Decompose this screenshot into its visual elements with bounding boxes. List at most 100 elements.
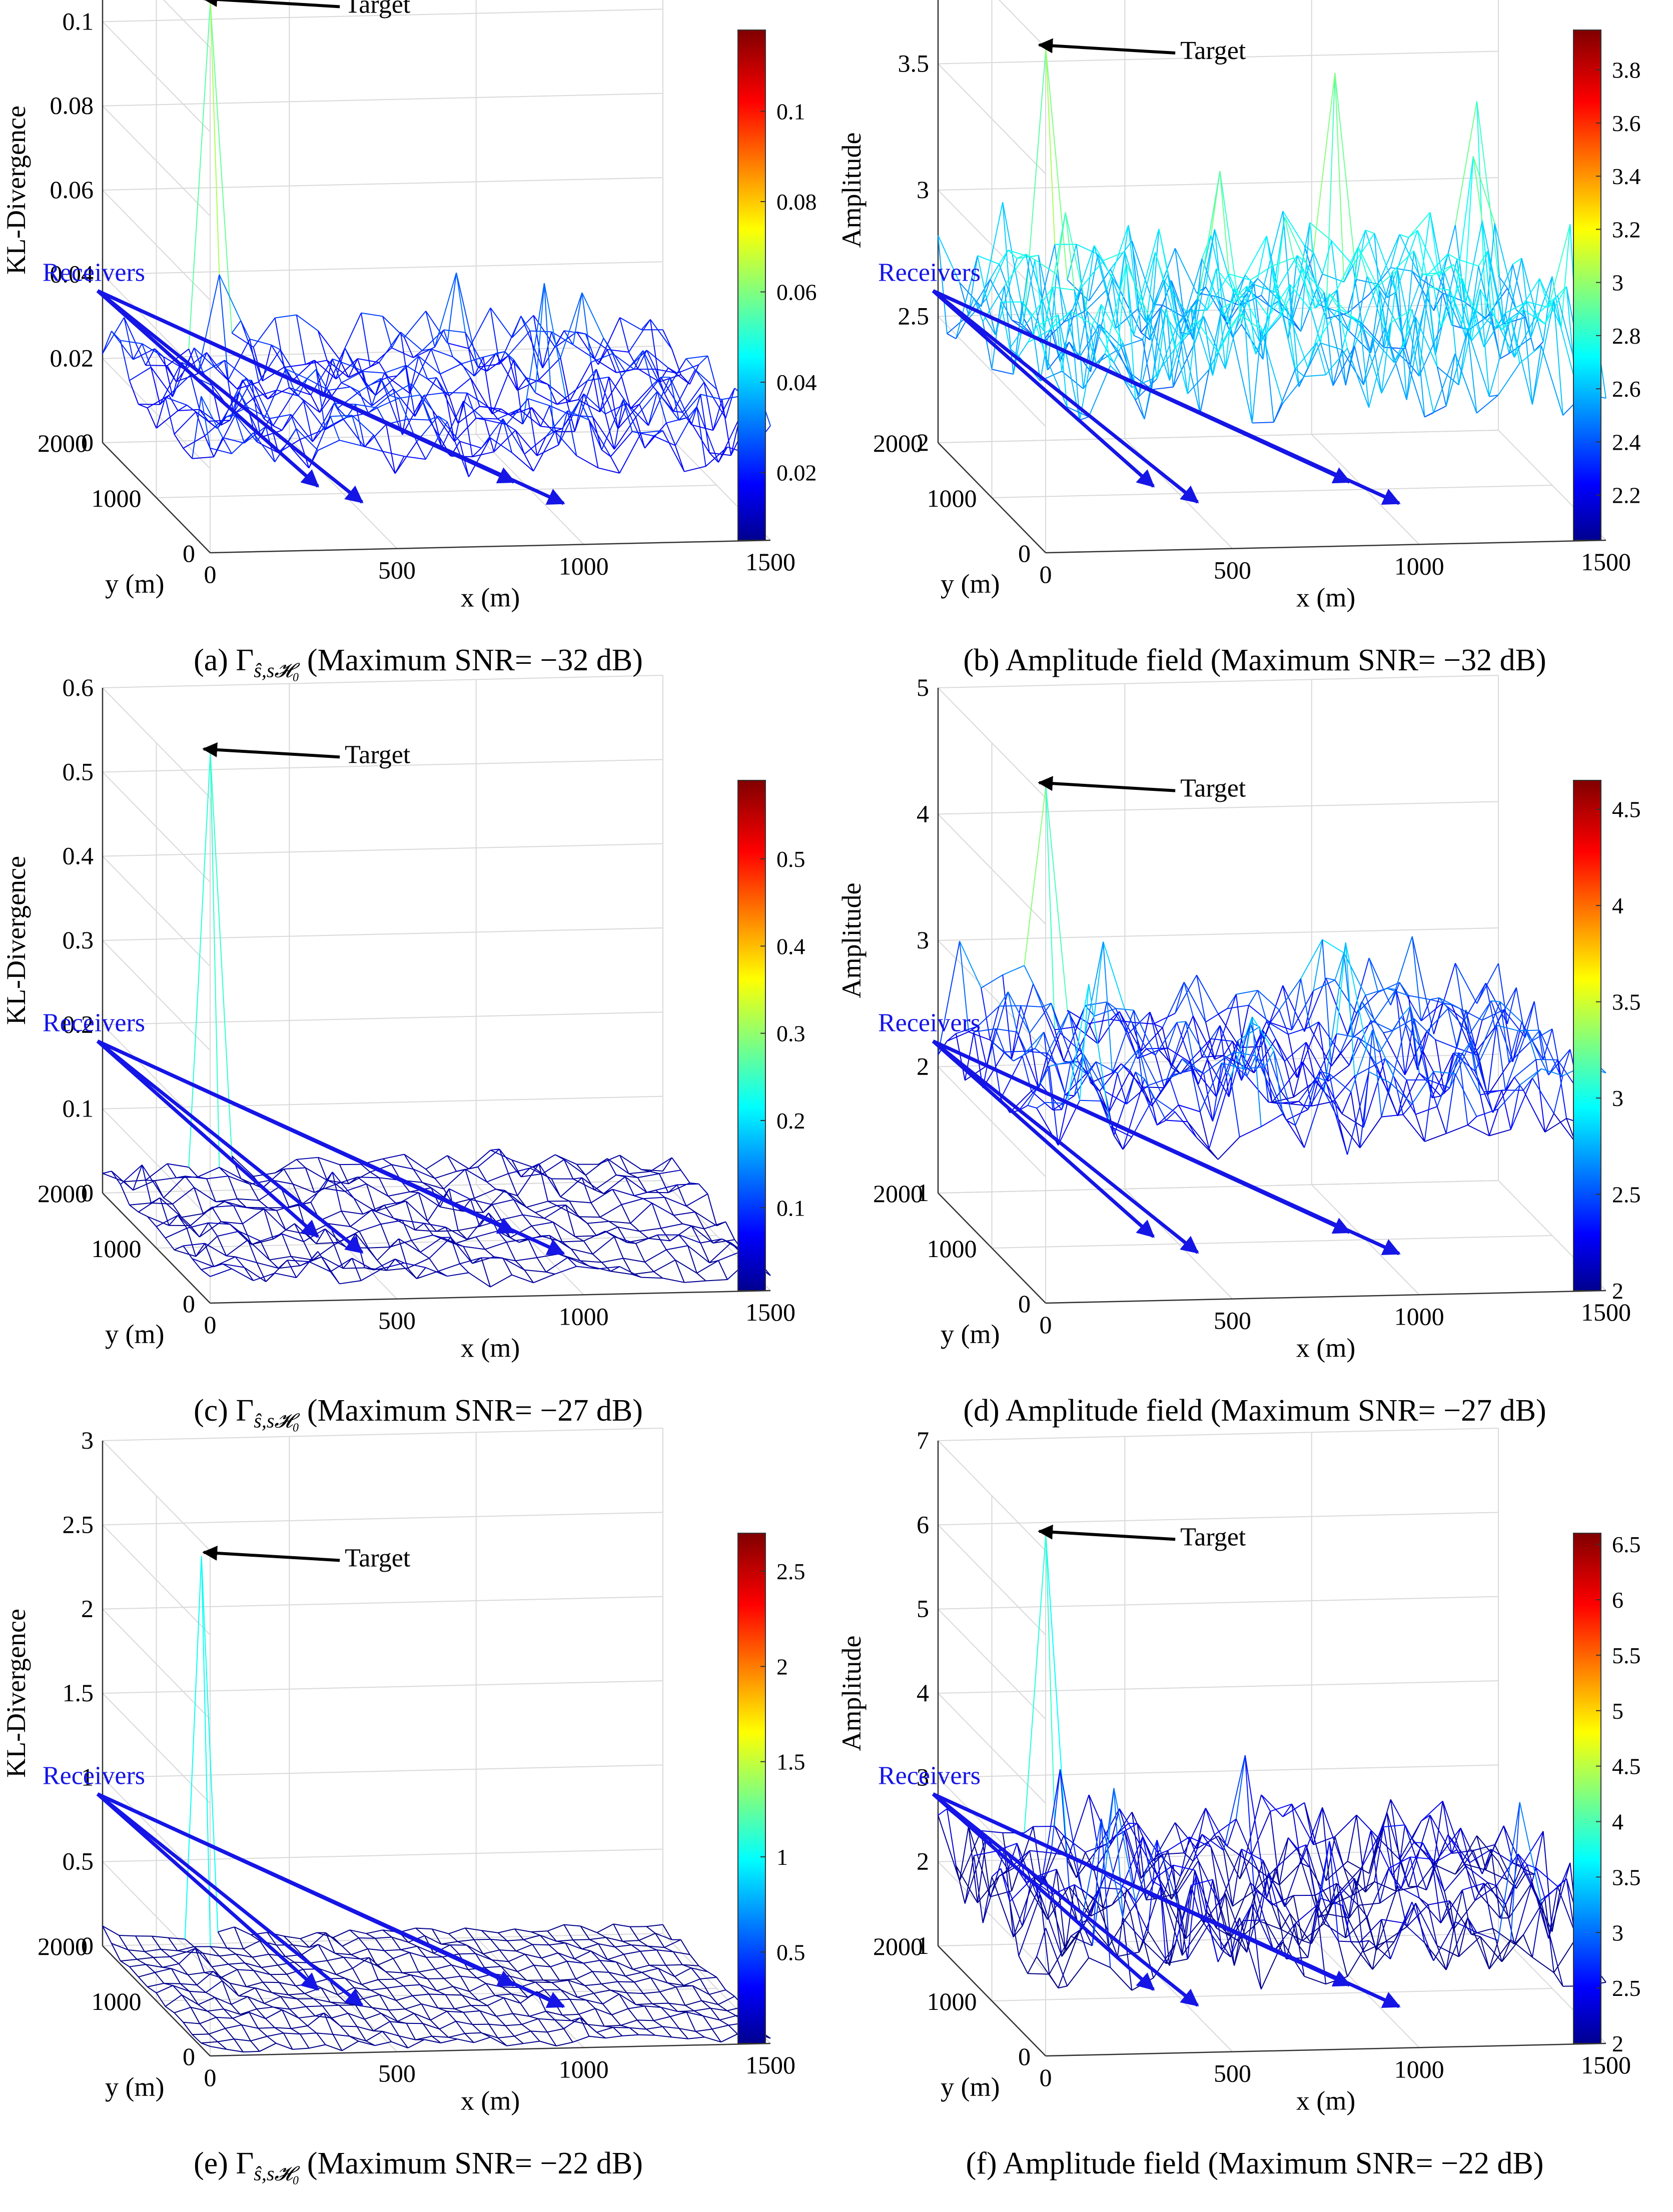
mesh-edge <box>1270 1009 1280 1023</box>
mesh-edge <box>707 356 717 390</box>
mesh-edge <box>361 1984 371 1991</box>
mesh-edge <box>235 415 245 444</box>
mesh-edge <box>538 2018 555 2020</box>
mesh-edge <box>1544 300 1554 324</box>
mesh-edge <box>977 255 1000 265</box>
z-tick-label: 6 <box>917 1510 929 1538</box>
mesh-edge <box>581 292 592 363</box>
mesh-edge <box>596 1932 606 1938</box>
mesh-edge <box>287 1260 309 1263</box>
mesh-edge <box>568 1980 578 1998</box>
mesh-edge <box>1374 233 1397 293</box>
mesh-edge <box>619 432 642 474</box>
mesh-edge <box>593 1989 611 1994</box>
mesh-edge <box>1295 1076 1317 1126</box>
mesh-edge <box>1460 1008 1470 1034</box>
mesh-edge <box>1397 270 1407 400</box>
mesh-edge <box>1318 1890 1341 1918</box>
mesh-edge <box>424 1223 446 1228</box>
mesh-edge <box>995 1028 1005 1052</box>
mesh-edge <box>396 1995 413 2001</box>
mesh-edge <box>1352 1020 1375 1038</box>
mesh-edge <box>1092 1788 1115 1946</box>
mesh-edge <box>1381 1082 1391 1118</box>
mesh-edge <box>321 1987 338 1995</box>
mesh-edge <box>547 2031 557 2046</box>
mesh-edge <box>1192 1834 1203 1862</box>
mesh-edge <box>219 274 242 321</box>
mesh-edge <box>622 1940 632 1946</box>
x-tick-label: 1000 <box>1394 552 1444 580</box>
mesh-edge <box>1270 1803 1292 1812</box>
mesh-edge <box>484 420 495 452</box>
mesh-edge <box>1305 1042 1328 1082</box>
mesh-edge <box>595 369 606 414</box>
mesh-edge <box>327 360 349 378</box>
mesh-edge <box>120 1960 130 1967</box>
mesh-edge <box>1523 309 1545 325</box>
grid <box>102 1428 771 2056</box>
mesh-edge <box>475 1953 492 1961</box>
mesh-edge <box>1332 349 1343 386</box>
mesh-edge <box>1262 266 1273 360</box>
mesh-edge <box>599 376 622 413</box>
mesh-edge <box>238 1231 249 1241</box>
mesh-edge <box>1381 1919 1403 1924</box>
mesh-edge <box>1045 1535 1056 1826</box>
mesh-edge <box>458 1226 480 1231</box>
mesh-edge <box>1460 1827 1483 1874</box>
mesh-edge <box>653 1259 676 1273</box>
mesh-edge <box>1332 346 1355 386</box>
mesh-edge <box>1042 1852 1052 1885</box>
mesh-edge <box>540 1934 557 1942</box>
mesh-edge <box>1210 1025 1221 1039</box>
mesh-edge <box>1429 1815 1452 1854</box>
mesh-edge <box>1070 1061 1081 1100</box>
mesh-edge <box>368 395 390 414</box>
mesh-edge <box>1300 939 1323 979</box>
colorbar-tick-label: 4.5 <box>1612 797 1641 822</box>
mesh-edge <box>1494 223 1504 324</box>
mesh-edge <box>657 1235 667 1250</box>
mesh-edge <box>512 2013 522 2025</box>
mesh-edge <box>1523 1077 1533 1091</box>
mesh-edge <box>1462 1053 1484 1092</box>
mesh-edge <box>1361 323 1371 353</box>
mesh-edge <box>643 1197 665 1200</box>
mesh-edge <box>1417 1031 1427 1070</box>
mesh-edge <box>595 2008 612 2015</box>
mesh-edge <box>1027 1104 1037 1109</box>
mesh-edge <box>1273 369 1296 423</box>
mesh-edge <box>635 391 658 418</box>
mesh-edge <box>1418 287 1429 377</box>
mesh-edge <box>555 1154 565 1161</box>
mesh-edge <box>1438 1827 1461 1857</box>
mesh-edge <box>1284 1041 1307 1062</box>
z-tick-label: 0 <box>81 428 94 456</box>
mesh-edge <box>192 1258 214 1268</box>
mesh-edge <box>244 1962 254 1971</box>
x-tick-label: 1500 <box>1581 2051 1631 2079</box>
mesh-edge <box>1097 1001 1108 1044</box>
mesh-edge <box>1101 304 1111 366</box>
mesh-edge <box>1286 306 1309 368</box>
mesh-edge <box>1560 224 1571 328</box>
mesh-edge <box>264 1208 286 1231</box>
mesh-edge <box>1272 257 1294 267</box>
colorbar <box>737 1533 766 2044</box>
mesh-edge <box>668 2002 685 2006</box>
mesh-edge <box>332 358 354 368</box>
mesh-edge <box>156 1226 166 1239</box>
mesh-edge <box>1076 244 1086 311</box>
mesh-edge <box>1088 984 1111 1127</box>
mesh-edge <box>532 1944 542 1958</box>
mesh-edge <box>1121 1063 1143 1087</box>
gridline-z <box>998 0 1046 48</box>
mesh-edge <box>197 274 220 374</box>
mesh-edge <box>111 1171 134 1191</box>
mesh-edge <box>249 2011 266 2019</box>
mesh-edge <box>1490 1849 1501 1918</box>
mesh-edge <box>1017 254 1027 259</box>
mesh-edge <box>1304 1802 1314 1845</box>
mesh-edge <box>1190 306 1201 414</box>
